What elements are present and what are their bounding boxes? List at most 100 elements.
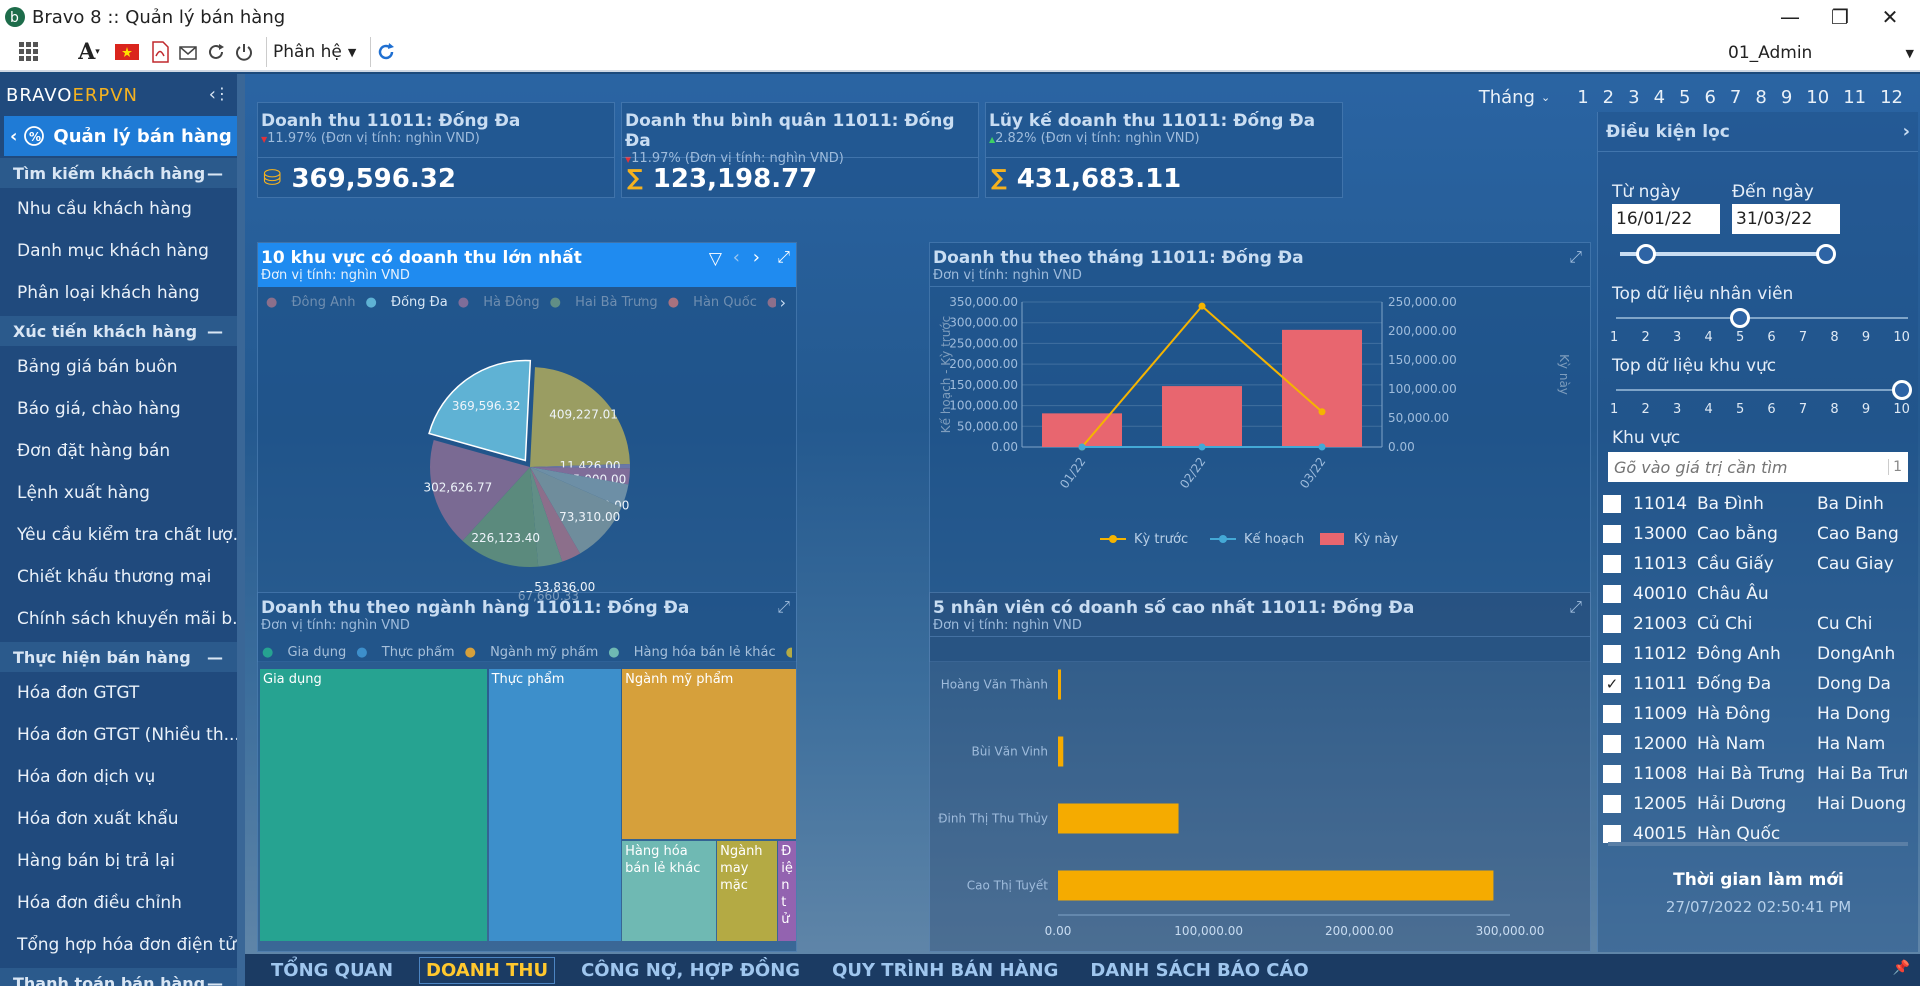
next-icon[interactable]: › xyxy=(752,247,760,268)
month-option[interactable]: 11 xyxy=(1843,86,1867,108)
mail-icon[interactable] xyxy=(176,37,200,67)
collapse-section-icon[interactable]: — xyxy=(207,322,223,341)
region-search-box[interactable]: 1 xyxy=(1608,452,1908,482)
month-option[interactable]: 12 xyxy=(1880,86,1903,108)
from-date-input[interactable]: 16/01/22 xyxy=(1612,204,1720,234)
sidebar-item[interactable]: Hóa đơn xuất khẩu xyxy=(17,809,179,829)
back-icon[interactable]: ‹ xyxy=(10,125,18,147)
tab[interactable]: TỔNG QUAN xyxy=(271,959,394,981)
pdf-icon[interactable] xyxy=(148,37,172,67)
sidebar-item[interactable]: Danh mục khách hàng xyxy=(17,241,209,261)
region-row[interactable]: 12005 Hải Dương Hai Duong xyxy=(1603,789,1913,819)
pie-panel-header[interactable]: 10 khu vực có doanh thu lớn nhất Đơn vị … xyxy=(258,243,796,287)
legend-item[interactable]: ● Đông Anh xyxy=(266,295,356,310)
region-row[interactable]: 40015 Hàn Quốc xyxy=(1603,819,1913,849)
expand-icon[interactable]: ⤢ xyxy=(1569,247,1582,266)
date-range-track[interactable] xyxy=(1620,252,1830,256)
collapse-section-icon[interactable]: — xyxy=(207,974,223,986)
region-row[interactable]: 11012 Đông Anh DongAnh xyxy=(1603,639,1913,669)
region-row[interactable]: 12000 Hà Nam Ha Nam xyxy=(1603,729,1913,759)
sidebar-item[interactable]: Chiết khấu thương mại xyxy=(17,567,212,587)
region-row[interactable]: 13000 Cao bằng Cao Bang xyxy=(1603,519,1913,549)
treemap-cell[interactable]: Ngành mỹ phẩm xyxy=(622,669,796,839)
sidebar-item[interactable]: Đơn đặt hàng bán xyxy=(17,441,171,461)
chevron-down-icon[interactable]: ⌄ xyxy=(1540,90,1551,104)
region-checkbox[interactable] xyxy=(1603,705,1621,723)
font-icon[interactable]: A ▾ xyxy=(78,39,100,65)
subsystem-menu[interactable]: Phân hệ ▼ xyxy=(266,37,362,67)
more-options-icon[interactable]: ⋮ xyxy=(214,84,231,103)
reload-circle-icon[interactable] xyxy=(204,37,228,67)
legend-next-icon[interactable]: › xyxy=(779,293,786,312)
region-checkbox[interactable] xyxy=(1603,825,1621,843)
collapse-section-icon[interactable]: — xyxy=(207,164,223,183)
sidebar-scrollbar[interactable] xyxy=(237,124,245,684)
region-checkbox[interactable] xyxy=(1603,645,1621,663)
region-row[interactable]: 40010 Châu Âu xyxy=(1603,579,1913,609)
expand-icon[interactable]: ⤢ xyxy=(1569,597,1582,616)
sidebar-section-header[interactable]: Tìm kiếm khách hàng — xyxy=(0,158,237,188)
expand-icon[interactable]: ⤢ xyxy=(777,247,790,266)
legend-item[interactable]: ● Hàng hóa bán lẻ khác xyxy=(608,645,776,660)
to-date-input[interactable]: 31/03/22 xyxy=(1732,204,1840,234)
sidebar-item[interactable]: Hàng bán bị trả lại xyxy=(17,851,175,871)
month-option[interactable]: 4 xyxy=(1653,86,1666,108)
region-checkbox[interactable]: ✓ xyxy=(1603,675,1621,693)
legend-item[interactable]: ● Hoàn Kiếm xyxy=(766,295,776,310)
module-header[interactable]: ‹ % Quản lý bán hàng xyxy=(4,116,237,156)
region-row[interactable]: 11013 Cầu Giấy Cau Giay xyxy=(1603,549,1913,579)
sidebar-item[interactable]: Yêu cầu kiểm tra chất lượ... xyxy=(17,525,237,545)
region-search-input[interactable] xyxy=(1614,457,1874,477)
region-row[interactable]: ✓ 11011 Đống Đa Dong Da xyxy=(1603,669,1913,699)
tab[interactable]: QUY TRÌNH BÁN HÀNG xyxy=(832,959,1059,981)
region-checkbox[interactable] xyxy=(1603,795,1621,813)
sidebar-item[interactable]: Hóa đơn GTGT xyxy=(17,683,140,703)
collapse-sidebar-icon[interactable]: ‹ xyxy=(208,84,217,105)
restore-icon[interactable]: ❐ xyxy=(1831,5,1849,29)
region-checkbox[interactable] xyxy=(1603,495,1621,513)
region-row[interactable]: 11014 Ba Đình Ba Dinh xyxy=(1603,489,1913,519)
sidebar-section-header[interactable]: Thực hiện bán hàng — xyxy=(0,642,237,672)
sidebar-item[interactable]: Báo giá, chào hàng xyxy=(17,399,181,419)
legend-item[interactable]: ● Hà Đông xyxy=(457,295,540,310)
region-row[interactable]: 11008 Hai Bà Trưng Hai Ba Trưng xyxy=(1603,759,1913,789)
sidebar-item[interactable]: Phân loại khách hàng xyxy=(17,283,200,303)
treemap-cell[interactable]: Ngành may mặc xyxy=(717,841,777,941)
month-option[interactable]: 1 xyxy=(1577,86,1589,108)
apps-grid-icon[interactable] xyxy=(14,37,44,67)
pin-icon[interactable]: 📌 xyxy=(1892,960,1910,976)
month-option[interactable]: 6 xyxy=(1704,86,1716,108)
treemap-cell[interactable]: Gia dụng xyxy=(260,669,487,941)
treemap-cell[interactable]: Hàng hóa bán lẻ khác xyxy=(622,841,716,941)
tab[interactable]: DOANH THU xyxy=(419,956,556,984)
refresh-icon[interactable] xyxy=(370,37,400,67)
sidebar-item[interactable]: Tổng hợp hóa đơn điện tử xyxy=(17,935,237,955)
region-checkbox[interactable] xyxy=(1603,735,1621,753)
top-staff-track[interactable] xyxy=(1616,317,1908,319)
flag-vn-icon[interactable] xyxy=(110,37,144,67)
close-icon[interactable]: ✕ xyxy=(1881,5,1899,29)
collapse-filter-icon[interactable]: › xyxy=(1902,121,1910,142)
region-row[interactable]: 11009 Hà Đông Ha Dong xyxy=(1603,699,1913,729)
sidebar-section-header[interactable]: Xúc tiến khách hàng — xyxy=(0,316,237,346)
region-row[interactable]: 21003 Củ Chi Cu Chi xyxy=(1603,609,1913,639)
sidebar-item[interactable]: Hóa đơn điều chỉnh xyxy=(17,893,182,913)
region-checkbox[interactable] xyxy=(1603,615,1621,633)
legend-item[interactable]: ● Thực phẩm xyxy=(356,645,455,660)
month-option[interactable]: 9 xyxy=(1780,86,1793,108)
legend-item[interactable]: ● Hàn Quốc xyxy=(667,295,757,310)
top-staff-handle[interactable] xyxy=(1729,308,1750,328)
prev-icon[interactable]: ‹ xyxy=(732,247,740,268)
filter-icon[interactable]: ▽ xyxy=(708,249,722,269)
legend-item[interactable]: ● Gia dụng xyxy=(262,645,347,660)
month-option[interactable]: 10 xyxy=(1806,86,1830,108)
user-selector[interactable]: 01_Admin ▼ xyxy=(1728,38,1918,68)
region-list-scrollbar[interactable] xyxy=(1608,842,1908,846)
treemap-cell[interactable]: Điện tử xyxy=(778,841,796,941)
collapse-section-icon[interactable]: — xyxy=(207,648,223,667)
top-region-track[interactable] xyxy=(1616,389,1908,391)
sidebar-item[interactable]: Bảng giá bán buôn xyxy=(17,357,178,377)
tab[interactable]: CÔNG NỢ, HỢP ĐỒNG xyxy=(581,959,801,981)
tab[interactable]: DANH SÁCH BÁO CÁO xyxy=(1090,959,1309,981)
month-option[interactable]: 3 xyxy=(1628,86,1640,108)
